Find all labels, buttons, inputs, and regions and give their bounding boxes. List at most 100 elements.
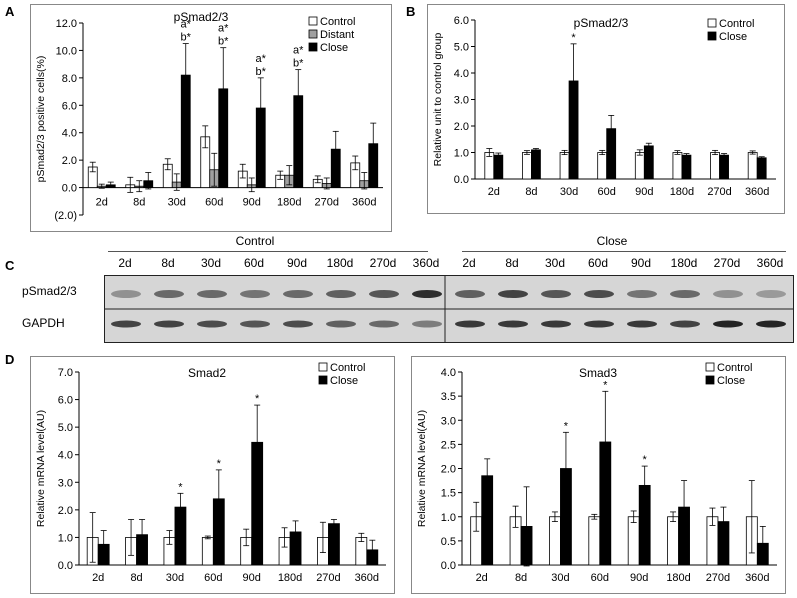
panel-letter-a: A [5, 4, 15, 19]
chart-b-frame: 0.0 1.0 2.0 3.0 4.0 5.0 6.0 Relative unit to co… [427, 4, 785, 214]
blot-band-gapdh [627, 320, 657, 328]
blot-band-psmad [455, 290, 485, 298]
chart-b: 0.0 1.0 2.0 3.0 4.0 5.0 6.0 Relative unit to co… [432, 15, 776, 198]
chart-a-frame: (2.0) 0.0 2.0 4.0 6.0 8.0 10.0 12.0 pSmad2/3 pos… [30, 4, 392, 232]
blot-band-gapdh [498, 320, 528, 328]
bar-control [672, 152, 683, 180]
chart-smad3-frame: 0.0 0.5 1.0 1.5 2.0 2.5 3.0 3.5 4.0 Relative mRNA… [411, 356, 786, 594]
blot-lane-label: 30d [200, 256, 222, 270]
y-tick-label: 3.0 [441, 415, 456, 427]
y-axis-label: Relative mRNA level(AU) [416, 410, 428, 527]
blot-lane-label: 180d [326, 256, 354, 270]
bar-close [719, 154, 729, 180]
blot-lane-label: 180d [670, 256, 698, 270]
x-tick-label: 360d [352, 197, 376, 209]
blot-band-gapdh [412, 320, 442, 328]
y-tick-label: 0.0 [62, 183, 77, 195]
legend-swatch-control [705, 362, 715, 372]
x-tick-label: 60d [204, 572, 222, 584]
y-tick-label: 4.0 [62, 128, 77, 140]
bar-control [627, 516, 640, 566]
y-tick-label: 0.0 [58, 560, 73, 572]
blot-band-psmad [627, 290, 657, 298]
panel-letter-c: C [5, 258, 15, 273]
y-tick-label: 1.0 [58, 532, 73, 544]
legend-label-control: Control [717, 362, 752, 374]
blot-band-psmad [584, 290, 614, 298]
x-tick-label: 2d [488, 186, 500, 198]
x-tick-label: 270d [706, 572, 730, 584]
blot-band-gapdh [713, 320, 743, 328]
y-tick-label: 1.5 [441, 488, 456, 500]
blot-band-gapdh [154, 320, 184, 328]
blot-lane-label: 2d [118, 256, 132, 270]
legend-swatch-distant [308, 29, 318, 39]
legend-label-close: Close [330, 375, 358, 387]
significance-mark: b* [293, 58, 304, 70]
chart-title: Smad2 [188, 366, 226, 380]
bar-control [597, 152, 608, 180]
x-tick-label: 8d [525, 186, 537, 198]
x-tick-label: 8d [133, 197, 145, 209]
chart-smad3: 0.0 0.5 1.0 1.5 2.0 2.5 3.0 3.5 4.0 Relative mRNA… [416, 362, 777, 584]
x-tick-label: 180d [278, 572, 302, 584]
bar-close [531, 149, 541, 180]
legend-label-distant: Distant [320, 29, 354, 41]
bar-control [667, 516, 679, 566]
x-tick-label: 270d [316, 572, 340, 584]
blot-lane-label: 360d [756, 256, 784, 270]
significance-mark: * [564, 420, 569, 432]
y-tick-label: 8.0 [62, 73, 77, 85]
blot-band-psmad [326, 290, 356, 298]
bar-control [201, 537, 214, 566]
significance-mark: * [217, 458, 222, 470]
x-tick-label: 60d [591, 572, 609, 584]
blot-band-gapdh [111, 320, 141, 328]
y-tick-label: 0.0 [454, 174, 469, 186]
blot-band-gapdh [369, 320, 399, 328]
bar-close [328, 523, 340, 566]
blot-lane-label: 270d [713, 256, 741, 270]
blot-lane-label: 90d [630, 256, 652, 270]
x-tick-label: 360d [745, 572, 769, 584]
x-tick-label: 8d [515, 572, 527, 584]
blot-band-psmad [197, 290, 227, 298]
blot-row-label-psmad: pSmad2/3 [22, 284, 77, 298]
blot-lane-label: 270d [369, 256, 397, 270]
bar-control [559, 152, 570, 180]
blot-band-gapdh [326, 320, 356, 328]
legend-swatch-close [707, 31, 717, 41]
blot-image [104, 275, 794, 343]
significance-mark: * [255, 393, 260, 405]
y-tick-label: 2.0 [454, 121, 469, 133]
y-tick-label: 1.0 [441, 512, 456, 524]
y-tick-label: 7.0 [58, 367, 73, 379]
blot-lane-label: 60d [587, 256, 609, 270]
y-tick-label: 0.5 [441, 536, 456, 548]
y-tick-label: 2.0 [62, 155, 77, 167]
blot-band-gapdh [283, 320, 313, 328]
y-tick-label: 4.0 [58, 450, 73, 462]
y-tick-label: 0.0 [441, 560, 456, 572]
y-tick-label: 2.0 [441, 464, 456, 476]
blot-band-psmad [111, 290, 141, 298]
x-tick-label: 8d [130, 572, 142, 584]
legend-swatch-close [705, 375, 715, 385]
blot-band-psmad [670, 290, 700, 298]
x-tick-label: 180d [666, 572, 690, 584]
x-tick-label: 90d [243, 197, 261, 209]
legend-swatch-close [308, 42, 318, 52]
bar-control [588, 516, 601, 566]
significance-mark: b* [181, 32, 192, 44]
blot-lane-label: 30d [544, 256, 566, 270]
x-tick-label: 90d [635, 186, 653, 198]
significance-mark: a* [256, 53, 267, 65]
bar-close [643, 145, 654, 180]
blot-band-psmad [154, 290, 184, 298]
x-tick-label: 30d [560, 186, 578, 198]
legend-label-control: Control [719, 18, 754, 30]
x-tick-label: 60d [598, 186, 616, 198]
blot-group-close: Close [596, 234, 628, 248]
y-tick-label: 12.0 [56, 18, 77, 30]
legend-swatch-control [318, 362, 328, 372]
